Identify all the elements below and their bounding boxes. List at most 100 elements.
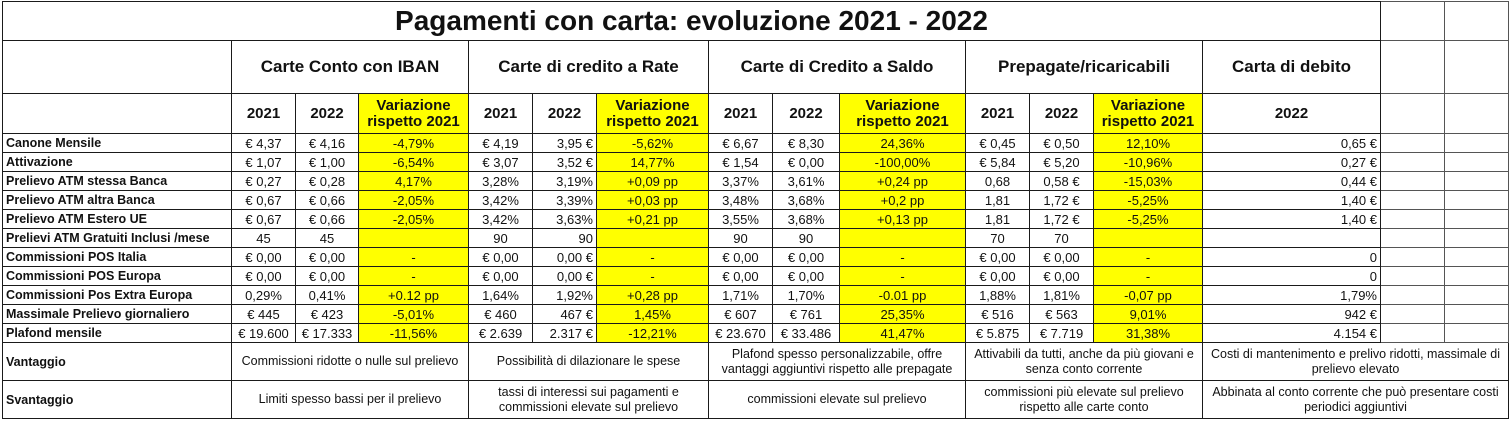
variation-value: -: [1093, 247, 1203, 267]
value-2021: 3,48%: [708, 190, 773, 210]
value-2022: 467 €: [532, 304, 597, 324]
empty-cell: [1444, 40, 1509, 94]
year-2021-header: 2021: [468, 93, 533, 134]
value-2021: € 23.670: [708, 323, 773, 343]
value-2022: 0,00 €: [532, 266, 597, 286]
empty-cell: [1380, 285, 1445, 305]
value-2021: € 0,00: [231, 266, 296, 286]
table-row: Commissioni Pos Extra Europa 0,29% 0,41% +0…: [2, 285, 1509, 305]
table-row: Canone Mensile € 4,37 € 4,16 -4,79% € 4,19 3,…: [2, 133, 1509, 153]
value-2021: € 19.600: [231, 323, 296, 343]
svantaggio-row: Svantaggio Limiti spesso bassi per il pre…: [2, 380, 1509, 419]
value-2021: 3,55%: [708, 209, 773, 229]
vantaggio-label: Vantaggio: [2, 342, 232, 381]
table-row: Commissioni POS Italia € 0,00 € 0,00- € 0,0…: [2, 247, 1509, 267]
vantaggio-text: Possibilità di dilazionare le spese: [468, 342, 709, 381]
value-2021: € 1,54: [708, 152, 773, 172]
value-2021: € 0,00: [468, 266, 533, 286]
variation-value: 14,77%: [596, 152, 709, 172]
variation-value: +0,13 pp: [839, 209, 966, 229]
value-2021: € 3,07: [468, 152, 533, 172]
empty-cell: [1444, 323, 1509, 343]
value-2022: 1,92%: [532, 285, 597, 305]
variation-value: +0,09 pp: [596, 171, 709, 191]
empty-cell: [1380, 228, 1445, 248]
empty-cell: [1444, 93, 1509, 134]
value-2022: € 563: [1029, 304, 1094, 324]
row-label: Prelievo ATM stessa Banca: [2, 171, 232, 191]
value-2021: € 2.639: [468, 323, 533, 343]
variation-value: +0,28 pp: [596, 285, 709, 305]
variation-header: Variazione rispetto 2021: [839, 93, 966, 134]
value-2021: 0,68: [965, 171, 1030, 191]
value-2022: € 7.719: [1029, 323, 1094, 343]
variation-value: 4,17%: [358, 171, 469, 191]
empty-cell: [1380, 171, 1445, 191]
value-2022: 1,81%: [1029, 285, 1094, 305]
svantaggio-label: Svantaggio: [2, 380, 232, 419]
value-2022: 1,72 €: [1029, 190, 1094, 210]
value-2022: € 0,00: [772, 152, 840, 172]
row-label: Canone Mensile: [2, 133, 232, 153]
variation-value: +0,2 pp: [839, 190, 966, 210]
value-2022: € 1,00: [295, 152, 359, 172]
value-2021: € 0,67: [231, 209, 296, 229]
value-2021: 1,88%: [965, 285, 1030, 305]
value-2022: € 4,16: [295, 133, 359, 153]
variation-header: Variazione rispetto 2021: [596, 93, 709, 134]
table-row: Massimale Prelievo giornaliero € 445 € 423…: [2, 304, 1509, 324]
empty-cell: [1380, 40, 1445, 94]
empty-cell: [1380, 1, 1445, 41]
variation-value: -15,03%: [1093, 171, 1203, 191]
value-2022: € 423: [295, 304, 359, 324]
value-2021: 3,42%: [468, 209, 533, 229]
value-2022: € 0,00: [1029, 247, 1094, 267]
value-2021: € 460: [468, 304, 533, 324]
value-2021: 3,28%: [468, 171, 533, 191]
year-2021-header: 2021: [965, 93, 1030, 134]
value-2021: 3,42%: [468, 190, 533, 210]
variation-value: 25,35%: [839, 304, 966, 324]
variation-value: [839, 228, 966, 248]
vantaggio-text: Commissioni ridotte o nulle sul prelievo: [231, 342, 469, 381]
empty-header-cell: [2, 93, 232, 134]
value-2022: € 0,66: [295, 190, 359, 210]
variation-value: -: [839, 266, 966, 286]
value-2022: € 0,00: [1029, 266, 1094, 286]
value-2021: 1,71%: [708, 285, 773, 305]
value-2021: 0,29%: [231, 285, 296, 305]
value-2022: € 0,28: [295, 171, 359, 191]
value-2021: € 0,00: [708, 266, 773, 286]
debit-card-value: [1202, 228, 1381, 248]
group-header-iban: Carte Conto con IBAN: [231, 40, 469, 94]
empty-cell: [1444, 190, 1509, 210]
table-row: Prelievo ATM stessa Banca € 0,27 € 0,28 4,1…: [2, 171, 1509, 191]
empty-cell: [1380, 323, 1445, 343]
debit-card-value: 0,65 €: [1202, 133, 1381, 153]
variation-value: -5,62%: [596, 133, 709, 153]
value-2021: € 5.875: [965, 323, 1030, 343]
row-label: Prelievi ATM Gratuiti Inclusi /mese: [2, 228, 232, 248]
row-label: Attivazione: [2, 152, 232, 172]
year-2022-header: 2022: [532, 93, 597, 134]
value-2022: € 0,00: [772, 266, 840, 286]
value-2021: 3,37%: [708, 171, 773, 191]
empty-cell: [1444, 266, 1509, 286]
svantaggio-text: Limiti spesso bassi per il prelievo: [231, 380, 469, 419]
vantaggio-text: Attivabili da tutti, anche da più giovan…: [965, 342, 1203, 381]
value-2021: € 0,00: [231, 247, 296, 267]
value-2022: 1,72 €: [1029, 209, 1094, 229]
value-2022: 3,95 €: [532, 133, 597, 153]
value-2021: € 0,00: [965, 266, 1030, 286]
debit-card-value: 4.154 €: [1202, 323, 1381, 343]
table-row: Plafond mensile € 19.600 € 17.333 -11,56% € …: [2, 323, 1509, 343]
variation-value: 1,45%: [596, 304, 709, 324]
table-row: Prelievo ATM altra Banca € 0,67 € 0,66 -2,0…: [2, 190, 1509, 210]
variation-value: -100,00%: [839, 152, 966, 172]
year-2022-header: 2022: [1029, 93, 1094, 134]
value-2021: € 0,27: [231, 171, 296, 191]
variation-value: +0,03 pp: [596, 190, 709, 210]
value-2022: 70: [1029, 228, 1094, 248]
variation-header: Variazione rispetto 2021: [358, 93, 469, 134]
